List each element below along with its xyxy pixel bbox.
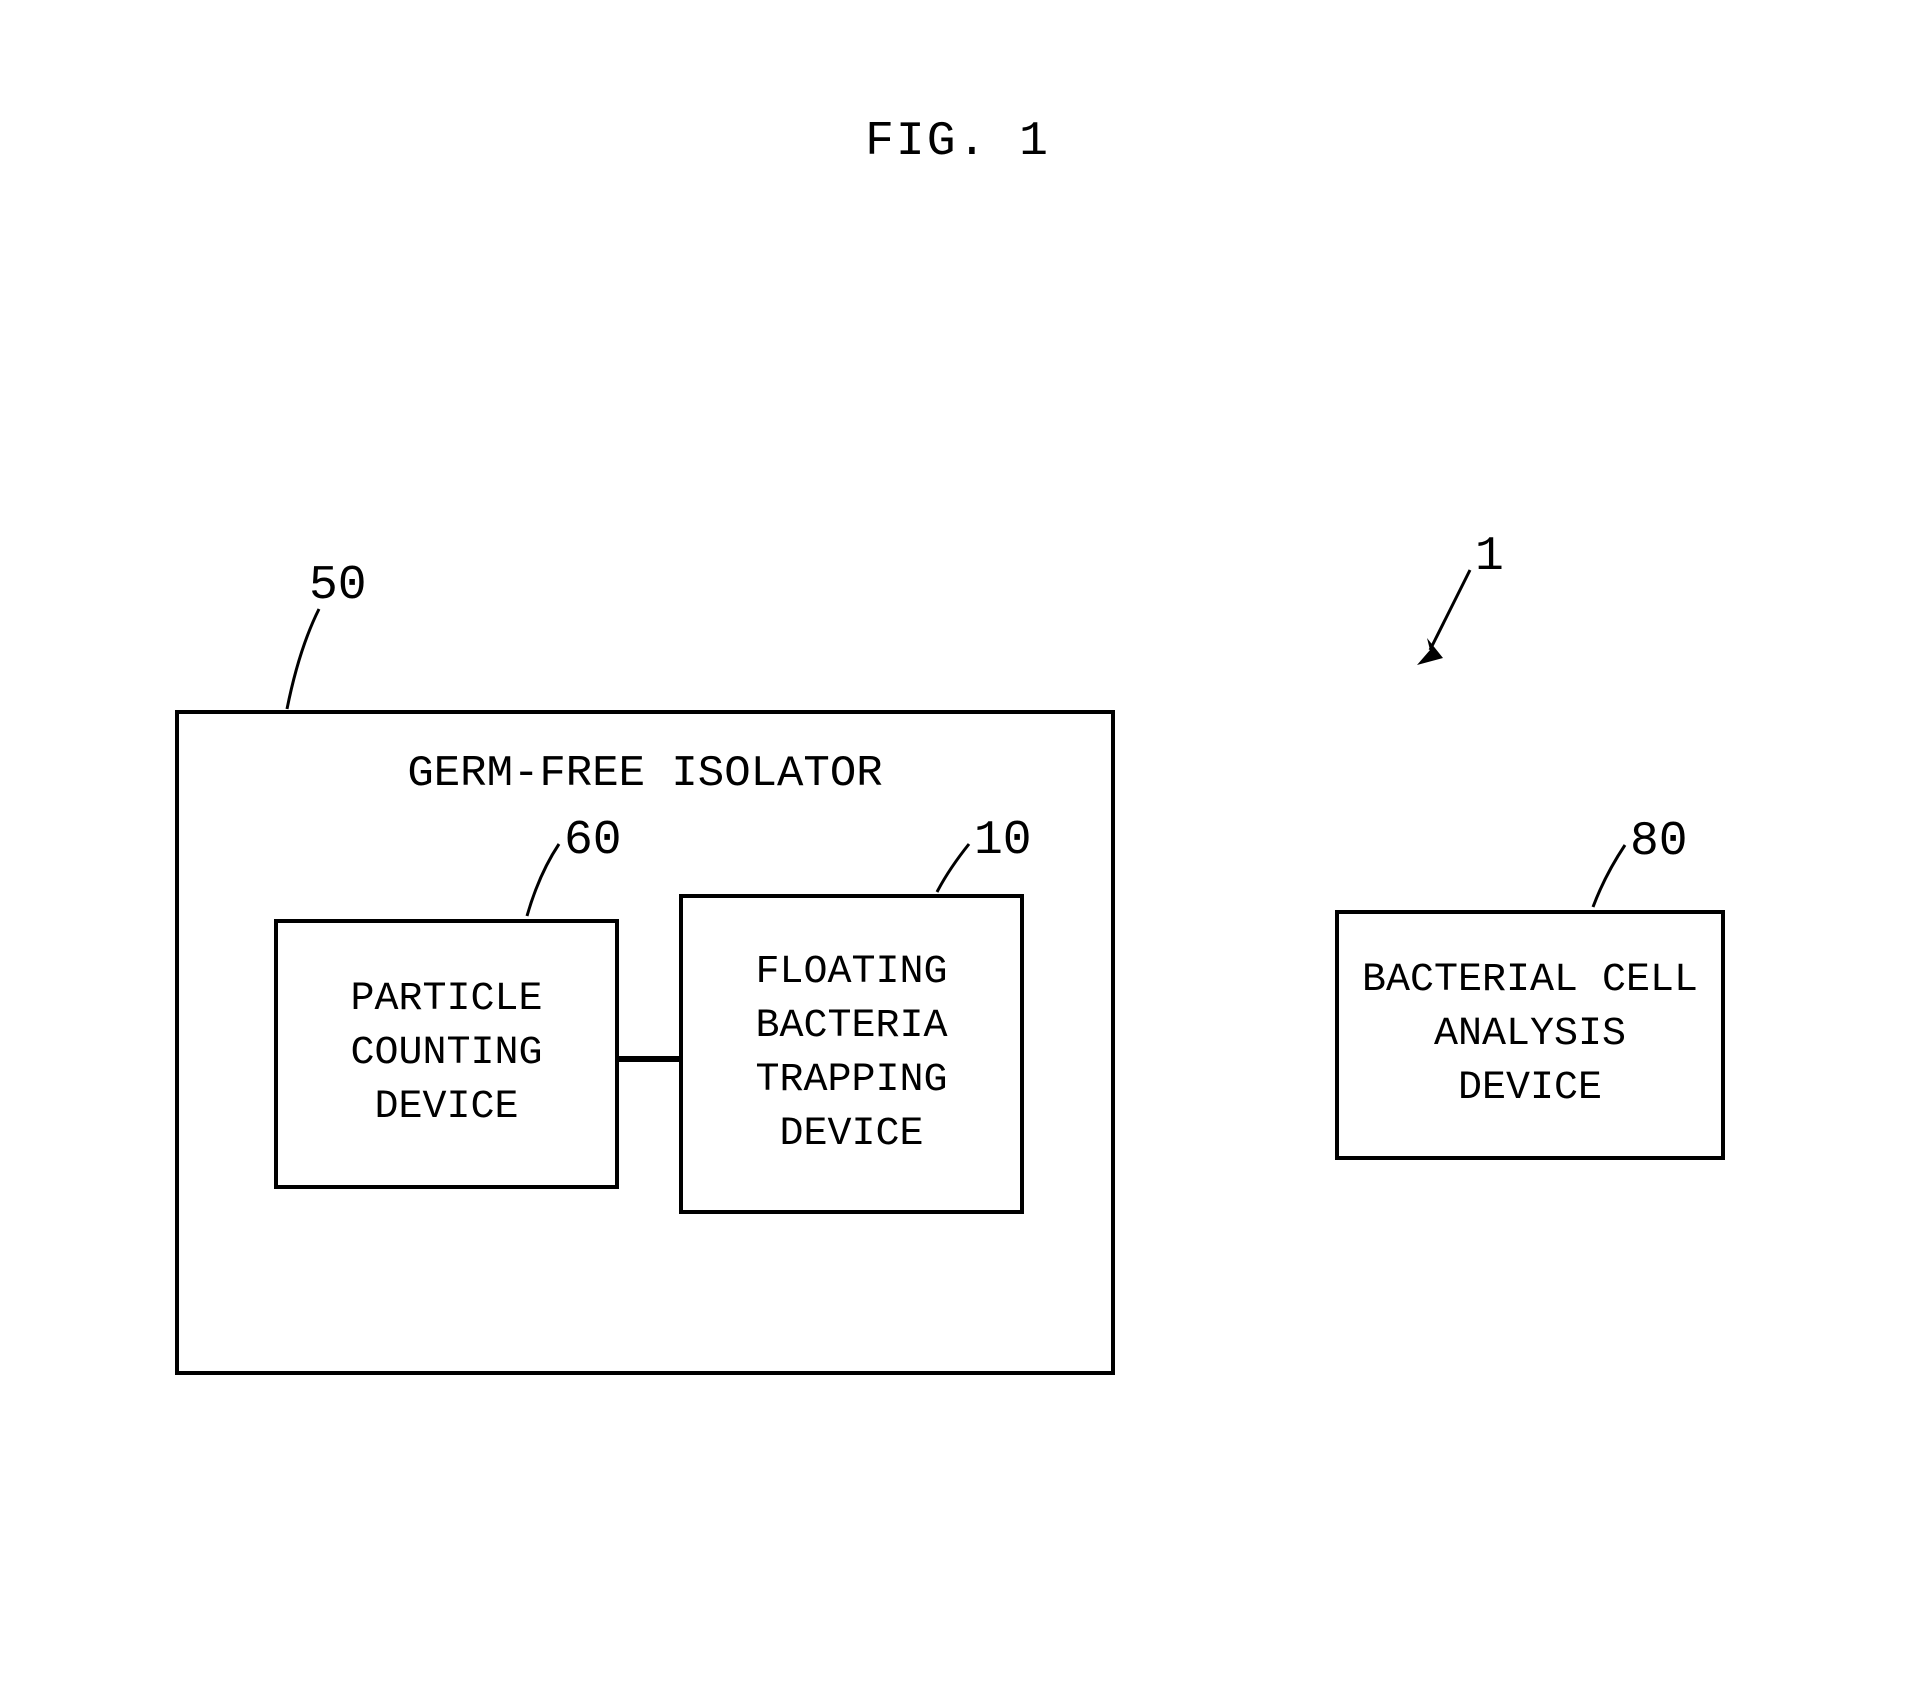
analysis-ref-number: 80 xyxy=(1630,815,1688,869)
trapping-line2: BACTERIA xyxy=(755,1000,947,1054)
figure-title: FIG. 1 xyxy=(865,115,1050,169)
particle-counting-device: PARTICLE COUNTING DEVICE xyxy=(274,919,619,1189)
particle-line1: PARTICLE xyxy=(350,973,542,1027)
system-arrow-curve xyxy=(1430,570,1470,650)
analysis-line3: DEVICE xyxy=(1458,1062,1602,1116)
particle-line2: COUNTING xyxy=(350,1027,542,1081)
particle-line3: DEVICE xyxy=(374,1081,518,1135)
isolator-container: 50 GERM-FREE ISOLATOR 60 10 PARTICLE COU… xyxy=(175,710,1115,1375)
analysis-line2: ANALYSIS xyxy=(1434,1008,1626,1062)
trapping-ref-number: 10 xyxy=(974,814,1032,868)
trapping-line4: DEVICE xyxy=(779,1108,923,1162)
particle-ref-number: 60 xyxy=(564,814,622,868)
device-connector xyxy=(619,1056,679,1062)
system-arrow-head xyxy=(1417,638,1443,665)
trapping-line1: FLOATING xyxy=(755,946,947,1000)
trapping-line3: TRAPPING xyxy=(755,1054,947,1108)
analysis-line1: BACTERIAL CELL xyxy=(1362,954,1698,1008)
trapping-device: FLOATING BACTERIA TRAPPING DEVICE xyxy=(679,894,1024,1214)
isolator-ref-curve xyxy=(269,599,339,719)
isolator-label: GERM-FREE ISOLATOR xyxy=(407,749,882,799)
isolator-ref-number: 50 xyxy=(309,559,367,613)
system-reference: 1 xyxy=(1395,560,1495,695)
analysis-device: BACTERIAL CELL ANALYSIS DEVICE xyxy=(1335,910,1725,1160)
system-ref-number: 1 xyxy=(1475,530,1504,584)
